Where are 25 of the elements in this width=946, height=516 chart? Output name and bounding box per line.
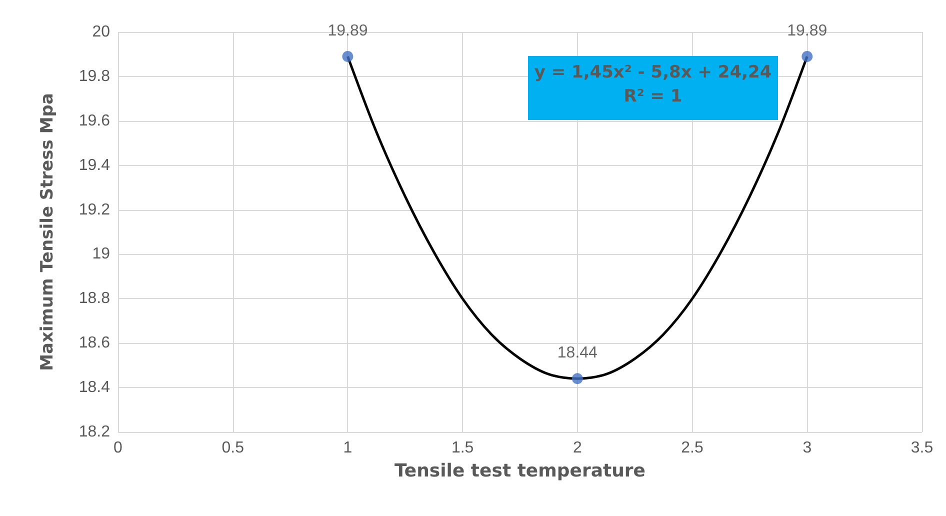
y-tick-label: 20 — [92, 24, 110, 40]
annotation: y = 1,45x² - 5,8x + 24,24 — [534, 62, 772, 82]
y-tick-label: 18.6 — [78, 334, 110, 352]
x-tick-label: 1 — [343, 440, 352, 456]
y-tick-label: 19 — [92, 246, 110, 263]
x-tick-label: 1.5 — [451, 440, 474, 456]
y-tick-label: 18.2 — [78, 424, 110, 440]
y-tick-label: 18.4 — [78, 379, 110, 396]
y-tick-label: 19.4 — [78, 156, 110, 174]
y-tick-label: 19.6 — [78, 112, 110, 130]
x-tick-label: 2 — [572, 440, 582, 456]
x-tick-label: 3 — [802, 440, 812, 456]
x-tick-label: 3.5 — [910, 440, 934, 456]
y-axis-title: Maximum Tensile Stress Mpa — [38, 93, 58, 371]
x-axis-title: Tensile test temperature — [394, 460, 646, 482]
y-tick-label: 19.2 — [78, 201, 110, 218]
y-tick-label: 18.8 — [78, 290, 110, 308]
data-label: 19.89 — [328, 22, 368, 40]
annotation: R² = 1 — [624, 86, 682, 106]
x-tick-label: 0.5 — [222, 440, 244, 456]
x-tick-label: 2.5 — [681, 440, 704, 456]
data-label: 18.44 — [557, 344, 598, 362]
x-tick-label: 0 — [114, 440, 123, 456]
data-label: 19.89 — [787, 22, 828, 40]
y-tick-label: 19.8 — [78, 68, 110, 85]
